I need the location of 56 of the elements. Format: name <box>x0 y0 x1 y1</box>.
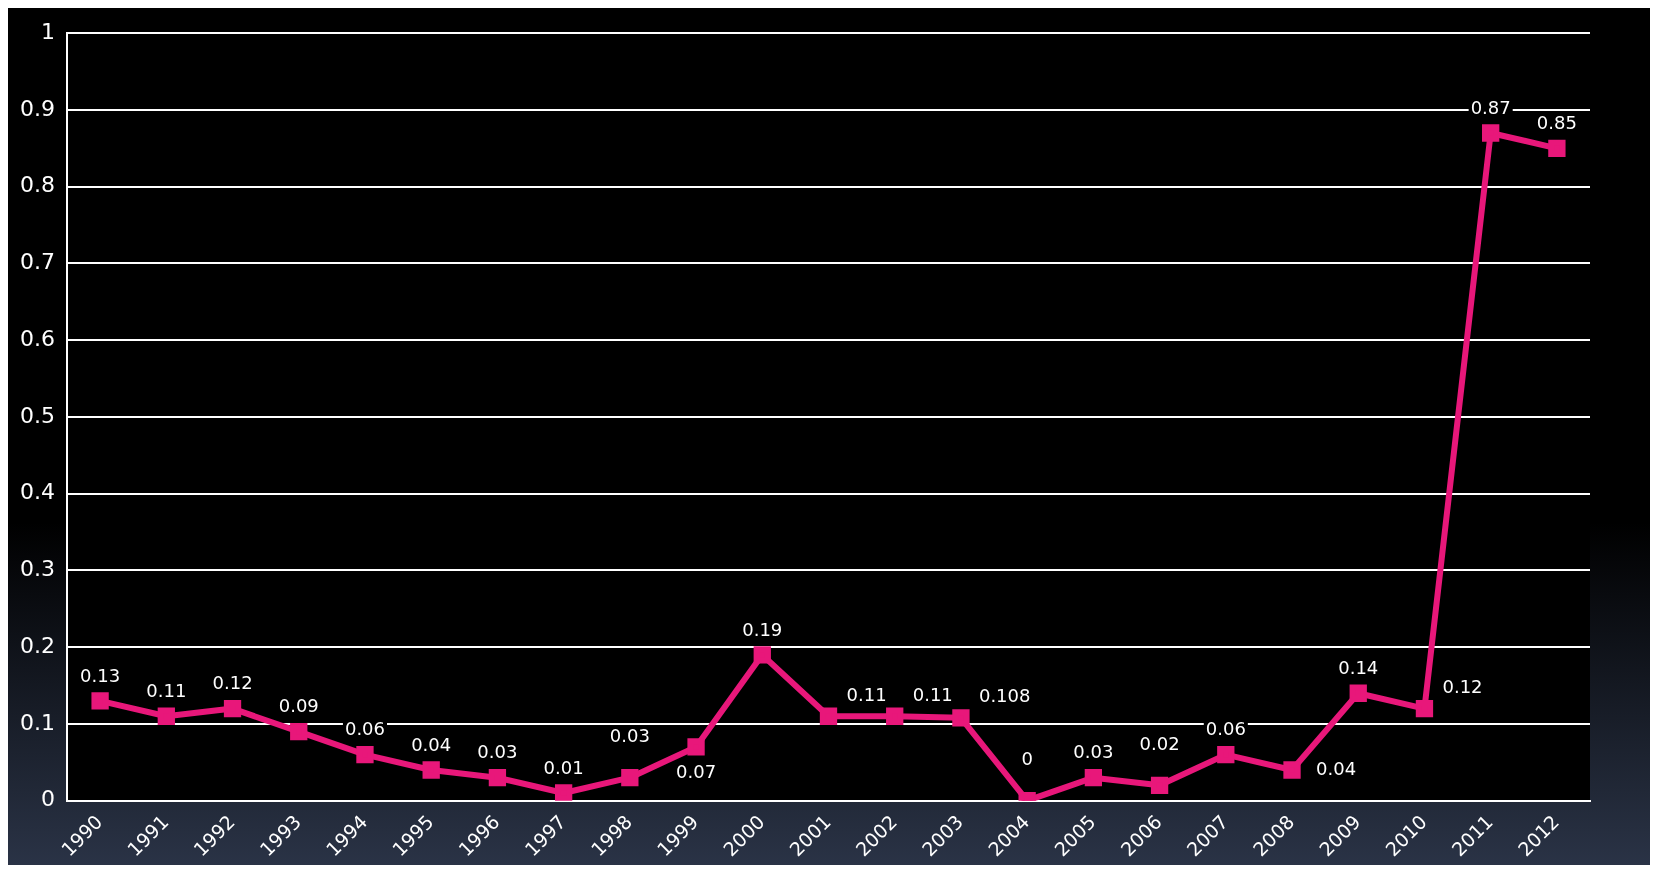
point <box>819 707 838 725</box>
data-label: 0.01 <box>543 756 584 778</box>
point <box>1415 699 1434 718</box>
y-tick-label: 0.9 <box>19 95 55 121</box>
data-label: 0.03 <box>477 741 518 763</box>
point <box>952 709 970 727</box>
data-label: 0.02 <box>1139 733 1180 755</box>
data-label: 0.06 <box>1205 718 1246 740</box>
data-label: 0.07 <box>676 760 717 782</box>
point <box>290 722 308 741</box>
point <box>1217 745 1235 764</box>
y-tick-label: 0.1 <box>19 709 55 735</box>
data-label: 0.87 <box>1470 96 1511 118</box>
point <box>1150 776 1169 794</box>
y-tick-label: 0.2 <box>19 632 55 658</box>
y-tick-label: 0.3 <box>19 556 55 582</box>
data-label: 0.13 <box>80 664 121 686</box>
data-label: 0.09 <box>278 695 319 717</box>
data-label: 0.04 <box>1316 757 1357 779</box>
data-label: 0.11 <box>146 679 187 701</box>
point <box>687 738 705 756</box>
point <box>91 692 109 710</box>
data-label: 0.11 <box>912 683 953 705</box>
point <box>1084 769 1103 787</box>
point <box>1283 761 1301 779</box>
point <box>886 707 904 725</box>
point <box>1349 684 1367 702</box>
data-label: 0.03 <box>1073 741 1114 763</box>
data-label: 0.11 <box>846 683 887 705</box>
data-label: 0.85 <box>1536 111 1577 133</box>
point <box>621 769 639 787</box>
data-label: 0.12 <box>1442 676 1483 698</box>
point <box>157 707 175 725</box>
point <box>1548 139 1566 157</box>
data-label: 0.04 <box>411 733 452 755</box>
data-label: 0 <box>1021 748 1033 770</box>
point <box>1482 124 1500 142</box>
data-label: 0.12 <box>212 672 253 694</box>
y-tick-label: 0.4 <box>19 479 55 505</box>
point <box>488 769 507 787</box>
y-tick-label: 0.6 <box>19 325 55 351</box>
data-label: 0.03 <box>609 725 650 747</box>
data-label: 0.06 <box>344 718 386 740</box>
point <box>422 761 440 779</box>
point <box>223 699 242 718</box>
y-tick-label: 0.8 <box>19 172 55 198</box>
point <box>356 745 374 764</box>
point <box>554 784 573 801</box>
y-tick-label: 0 <box>40 786 55 812</box>
data-label: 0.108 <box>978 685 1031 707</box>
point <box>753 646 771 664</box>
data-label: 0.19 <box>742 618 783 640</box>
y-tick-label: 1 <box>40 18 55 44</box>
data-label: 0.14 <box>1338 656 1379 678</box>
y-tick-label: 0.7 <box>19 249 55 275</box>
y-tick-label: 0.5 <box>19 402 55 428</box>
